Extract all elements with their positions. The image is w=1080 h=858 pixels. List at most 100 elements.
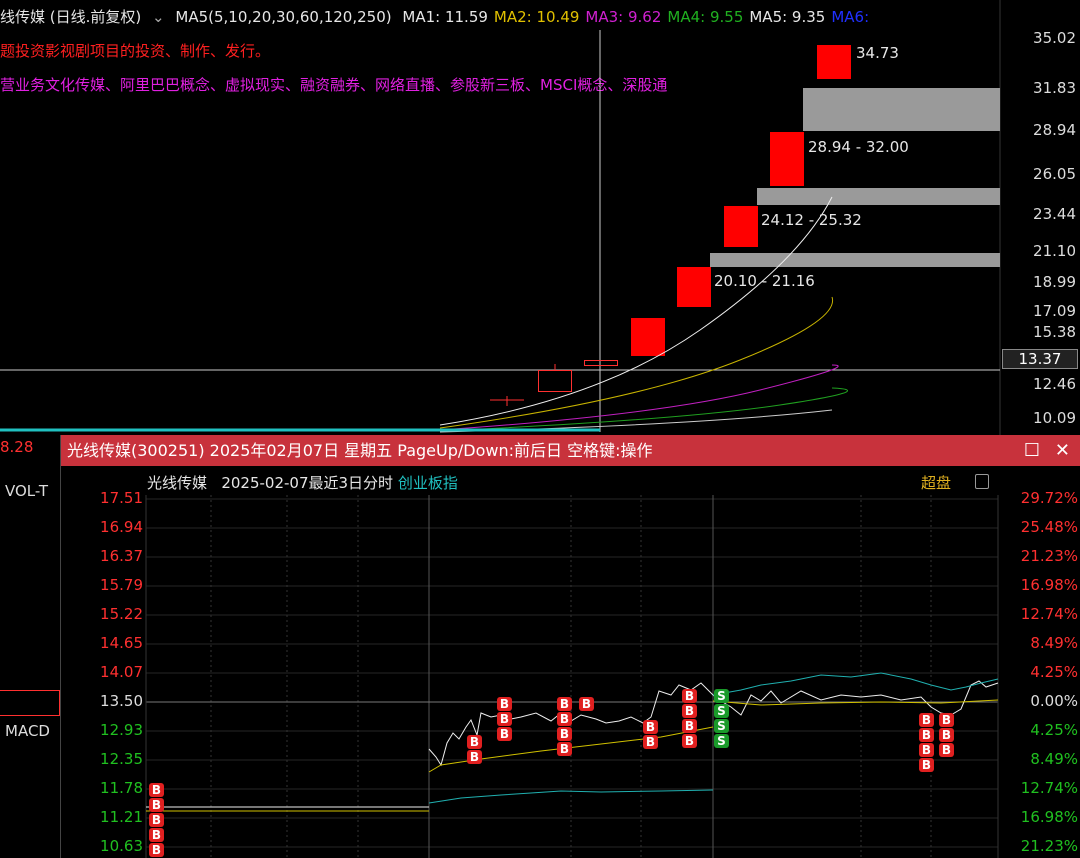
left-value: 8.28: [0, 438, 34, 456]
price-axis-label: 28.94: [1033, 121, 1076, 139]
percent-axis-label: 12.74%: [1020, 779, 1078, 797]
period-label: 2025-02-07最近3日分时: [221, 474, 394, 492]
ma4-line: [439, 387, 848, 432]
buy-marker[interactable]: B: [682, 689, 697, 703]
price-axis-label: 21.10: [1033, 242, 1076, 260]
maximize-icon[interactable]: ☐: [1023, 440, 1040, 461]
ma-value: MA4: 9.55: [667, 8, 744, 26]
intraday-popup: 光线传媒(300251) 2025年02月07日 星期五 PageUp/Down…: [60, 435, 1080, 858]
ma-value: MA2: 10.49: [493, 8, 580, 26]
close-icon[interactable]: ✕: [1054, 440, 1070, 461]
price-axis-label: 31.83: [1033, 79, 1076, 97]
buy-marker[interactable]: B: [919, 758, 934, 772]
buy-marker[interactable]: B: [557, 742, 572, 756]
index-link[interactable]: 创业板指: [397, 474, 458, 492]
intraday-chart[interactable]: [61, 495, 1080, 858]
sell-marker[interactable]: S: [714, 719, 729, 733]
ma-value: MA6:: [831, 8, 870, 26]
sell-marker[interactable]: S: [714, 704, 729, 718]
buy-marker[interactable]: B: [497, 697, 512, 711]
price-axis-label: 10.63: [100, 837, 143, 855]
buy-marker[interactable]: B: [682, 719, 697, 733]
buy-marker[interactable]: B: [682, 734, 697, 748]
buy-marker[interactable]: B: [579, 697, 594, 711]
chart-title: 线传媒 (日线.前复权): [0, 8, 142, 26]
price-axis-label: 17.51: [100, 489, 143, 507]
ma3-line: [439, 364, 839, 431]
macd-label: MACD: [5, 722, 50, 740]
info-line-concepts: 营业务文化传媒、阿里巴巴概念、虚拟现实、融资融券、网络直播、参股新三板、MSCI…: [0, 76, 668, 94]
buy-marker[interactable]: B: [643, 735, 658, 749]
percent-axis-label: 29.72%: [1020, 489, 1078, 507]
ma-values: MA1: 11.59 MA2: 10.49 MA3: 9.62 MA4: 9.55 MA…: [402, 8, 875, 26]
percent-axis-label: 25.48%: [1020, 518, 1078, 536]
price-axis-label: 23.44: [1033, 205, 1076, 223]
buy-marker[interactable]: B: [467, 750, 482, 764]
price-axis-label: 15.22: [100, 605, 143, 623]
volume-bars: [0, 690, 60, 716]
candle: [631, 318, 665, 356]
percent-axis-label: 4.25%: [1030, 721, 1078, 739]
candle: [724, 206, 758, 247]
ma-value: MA5: 9.35: [749, 8, 826, 26]
price-axis-label: 11.78: [100, 779, 143, 797]
buy-marker[interactable]: B: [939, 713, 954, 727]
percent-axis-label: 21.23%: [1020, 547, 1078, 565]
sell-marker[interactable]: S: [714, 734, 729, 748]
buy-marker[interactable]: B: [682, 704, 697, 718]
price-axis-label: 16.37: [100, 547, 143, 565]
buy-marker[interactable]: B: [939, 743, 954, 757]
price-axis-label: 14.07: [100, 663, 143, 681]
gap-label: 28.94 - 32.00: [808, 138, 909, 156]
buy-marker[interactable]: B: [919, 713, 934, 727]
dropdown-icon[interactable]: ⌄: [152, 8, 165, 26]
buy-marker[interactable]: B: [497, 712, 512, 726]
gap-band: [710, 253, 1000, 267]
chart-header: 线传媒 (日线.前复权) ⌄ MA5(5,10,20,30,60,120,250…: [0, 6, 881, 27]
popup-subheader: 光线传媒 2025-02-07最近3日分时 创业板指: [147, 472, 458, 493]
stock-name: 光线传媒: [147, 474, 208, 492]
price-axis-label: 13.50: [100, 692, 143, 710]
sell-marker[interactable]: S: [714, 689, 729, 703]
popup-titlebar[interactable]: 光线传媒(300251) 2025年02月07日 星期五 PageUp/Down…: [61, 435, 1080, 466]
buy-marker[interactable]: B: [919, 743, 934, 757]
buy-marker[interactable]: B: [149, 828, 164, 842]
percent-axis-label: 4.25%: [1030, 663, 1078, 681]
buy-marker[interactable]: B: [467, 735, 482, 749]
crosshair-price-label: 13.37: [1002, 349, 1078, 369]
buy-marker[interactable]: B: [149, 783, 164, 797]
candle: [677, 267, 711, 307]
buy-marker[interactable]: B: [643, 720, 658, 734]
candle: [817, 45, 851, 79]
avg-line: [428, 726, 714, 773]
price-axis-label: 10.09: [1033, 409, 1076, 427]
kline-chart[interactable]: [0, 0, 1080, 435]
high-price-label: 34.73: [856, 44, 899, 62]
buy-marker[interactable]: B: [919, 728, 934, 742]
buy-marker[interactable]: B: [149, 798, 164, 812]
buy-marker[interactable]: B: [939, 728, 954, 742]
price-axis-label: 12.93: [100, 721, 143, 739]
buy-marker[interactable]: B: [149, 813, 164, 827]
buy-marker[interactable]: B: [497, 727, 512, 741]
candle: [584, 360, 618, 366]
buy-marker[interactable]: B: [557, 727, 572, 741]
price-axis-label: 35.02: [1033, 29, 1076, 47]
price-axis-label: 12.46: [1033, 375, 1076, 393]
popup-title: 光线传媒(300251) 2025年02月07日 星期五 PageUp/Down…: [67, 441, 653, 460]
buy-marker[interactable]: B: [557, 697, 572, 711]
info-line-business: 题投资影视剧项目的投资、制作、发行。: [0, 42, 271, 60]
price-axis-label: 15.79: [100, 576, 143, 594]
price-axis-label: 12.35: [100, 750, 143, 768]
price-axis-label: 17.09: [1033, 302, 1076, 320]
toggle-icon[interactable]: [975, 474, 989, 489]
ma-params[interactable]: MA5(5,10,20,30,60,120,250): [175, 8, 392, 26]
buy-marker[interactable]: B: [557, 712, 572, 726]
overlay-button[interactable]: 超盘: [921, 474, 952, 492]
gap-label: 20.10 - 21.16: [714, 272, 815, 290]
buy-marker[interactable]: B: [149, 843, 164, 857]
ma1-line: [439, 196, 833, 426]
percent-axis-label: 0.00%: [1030, 692, 1078, 710]
index-line: [712, 672, 999, 696]
gap-band: [757, 188, 1000, 205]
